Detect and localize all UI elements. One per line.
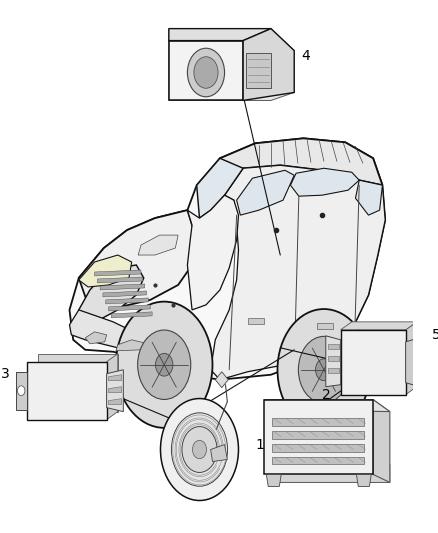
Polygon shape bbox=[100, 284, 145, 290]
Circle shape bbox=[298, 336, 350, 403]
Polygon shape bbox=[341, 322, 417, 330]
Circle shape bbox=[138, 330, 191, 399]
Polygon shape bbox=[97, 277, 143, 283]
Polygon shape bbox=[109, 375, 121, 381]
Circle shape bbox=[160, 399, 238, 500]
Polygon shape bbox=[103, 291, 147, 297]
Polygon shape bbox=[246, 53, 271, 88]
Text: 4: 4 bbox=[302, 49, 311, 62]
Polygon shape bbox=[106, 298, 148, 304]
Circle shape bbox=[116, 302, 212, 428]
Polygon shape bbox=[70, 139, 385, 379]
Polygon shape bbox=[248, 318, 264, 324]
Polygon shape bbox=[373, 400, 390, 482]
Circle shape bbox=[278, 309, 371, 431]
Text: 1: 1 bbox=[255, 438, 264, 451]
Polygon shape bbox=[328, 356, 339, 361]
Polygon shape bbox=[272, 443, 364, 451]
Polygon shape bbox=[79, 265, 144, 322]
Polygon shape bbox=[211, 165, 385, 379]
Polygon shape bbox=[138, 235, 178, 255]
Polygon shape bbox=[266, 474, 281, 487]
Text: 2: 2 bbox=[322, 387, 331, 402]
Circle shape bbox=[18, 386, 25, 395]
Polygon shape bbox=[169, 29, 294, 100]
Polygon shape bbox=[95, 270, 141, 276]
Polygon shape bbox=[406, 338, 420, 386]
Polygon shape bbox=[237, 170, 294, 215]
Polygon shape bbox=[169, 41, 243, 100]
Polygon shape bbox=[243, 29, 294, 100]
Circle shape bbox=[194, 56, 218, 88]
Polygon shape bbox=[328, 344, 339, 349]
Polygon shape bbox=[197, 158, 243, 218]
Polygon shape bbox=[79, 255, 132, 287]
Polygon shape bbox=[169, 29, 271, 41]
Polygon shape bbox=[109, 399, 121, 405]
Polygon shape bbox=[16, 372, 27, 410]
Polygon shape bbox=[272, 417, 364, 425]
Circle shape bbox=[171, 413, 228, 486]
Polygon shape bbox=[109, 386, 121, 393]
Polygon shape bbox=[328, 368, 339, 373]
Circle shape bbox=[187, 48, 225, 97]
Circle shape bbox=[192, 440, 206, 459]
Polygon shape bbox=[265, 400, 373, 474]
Polygon shape bbox=[318, 323, 333, 329]
Text: 5: 5 bbox=[431, 328, 438, 342]
Polygon shape bbox=[265, 400, 390, 411]
Polygon shape bbox=[111, 312, 152, 318]
Polygon shape bbox=[38, 354, 118, 411]
Polygon shape bbox=[356, 180, 382, 215]
Polygon shape bbox=[187, 195, 238, 310]
Polygon shape bbox=[79, 210, 197, 310]
Polygon shape bbox=[290, 168, 359, 196]
Circle shape bbox=[155, 353, 173, 376]
Polygon shape bbox=[357, 474, 371, 487]
Polygon shape bbox=[215, 372, 228, 387]
Polygon shape bbox=[109, 305, 150, 311]
Polygon shape bbox=[406, 322, 417, 394]
Polygon shape bbox=[106, 354, 118, 419]
Polygon shape bbox=[272, 456, 364, 464]
Circle shape bbox=[315, 359, 332, 381]
Polygon shape bbox=[211, 445, 227, 462]
Polygon shape bbox=[341, 330, 406, 394]
Polygon shape bbox=[326, 336, 341, 386]
Polygon shape bbox=[279, 464, 390, 482]
Polygon shape bbox=[272, 431, 364, 439]
Polygon shape bbox=[116, 340, 144, 351]
Text: 3: 3 bbox=[1, 367, 10, 381]
Circle shape bbox=[182, 426, 217, 472]
Polygon shape bbox=[27, 362, 106, 419]
Polygon shape bbox=[106, 370, 124, 411]
Polygon shape bbox=[70, 310, 150, 352]
Polygon shape bbox=[85, 332, 106, 344]
Polygon shape bbox=[206, 139, 382, 185]
